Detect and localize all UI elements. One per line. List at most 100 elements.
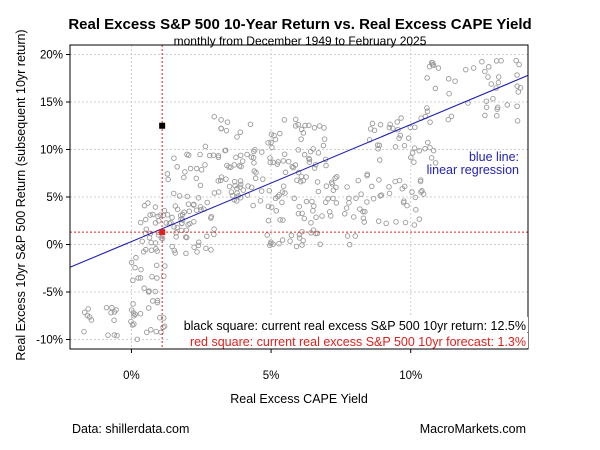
data-point (137, 219, 144, 226)
data-point (298, 136, 304, 142)
data-point (172, 250, 178, 256)
data-point (300, 177, 306, 184)
data-point (279, 189, 286, 195)
data-point (333, 200, 340, 206)
data-point (371, 127, 378, 134)
data-point (268, 240, 274, 247)
data-point (105, 332, 111, 338)
data-point (154, 299, 161, 306)
data-point (134, 336, 141, 343)
data-point (422, 145, 428, 152)
data-point (81, 309, 88, 316)
data-point (148, 247, 155, 254)
data-point (315, 150, 322, 156)
data-point (236, 163, 243, 169)
data-point (164, 171, 171, 177)
data-point (154, 248, 160, 254)
data-point (307, 148, 314, 155)
data-point (479, 58, 485, 65)
data-point (320, 142, 327, 149)
data-point (250, 202, 256, 209)
data-point (226, 164, 232, 170)
data-point (137, 275, 144, 281)
data-point (386, 190, 393, 197)
data-point (173, 234, 179, 240)
data-point (334, 174, 340, 180)
data-point (312, 230, 319, 237)
data-point (498, 57, 504, 64)
data-point (293, 243, 300, 250)
data-point (495, 79, 502, 86)
data-point (161, 315, 167, 321)
data-point (257, 198, 264, 204)
data-point (195, 195, 202, 201)
data-point (141, 285, 147, 291)
data-point (424, 108, 431, 115)
data-point (452, 78, 458, 84)
data-point (240, 187, 247, 193)
data-point (369, 120, 376, 127)
data-point (143, 329, 150, 336)
data-point (131, 312, 137, 319)
data-point (265, 140, 271, 146)
data-point (171, 224, 177, 230)
data-point (174, 164, 180, 170)
data-point (211, 226, 217, 232)
data-point (408, 154, 414, 161)
data-point (182, 234, 189, 240)
data-point (251, 160, 257, 166)
data-point (301, 215, 308, 222)
data-point (187, 165, 194, 172)
data-point (299, 242, 305, 248)
data-point (323, 183, 330, 189)
data-point (237, 184, 243, 190)
data-point (247, 121, 254, 128)
data-point (288, 232, 295, 239)
data-point (149, 274, 155, 280)
data-point (396, 135, 402, 141)
data-point (289, 163, 295, 170)
data-point (268, 139, 274, 146)
data-point (314, 179, 321, 185)
data-point (152, 220, 159, 226)
data-point (153, 328, 159, 335)
data-point (183, 250, 189, 257)
data-point (182, 169, 188, 175)
data-point (164, 212, 171, 218)
data-point (405, 135, 412, 141)
data-point (306, 122, 312, 129)
data-point (266, 187, 273, 194)
data-point (300, 237, 306, 244)
data-point (412, 124, 418, 131)
data-point (233, 154, 239, 161)
data-point (386, 184, 392, 190)
data-point (194, 249, 200, 255)
data-point (198, 167, 205, 173)
data-point (375, 146, 381, 152)
data-point (195, 239, 202, 245)
x-tick-label: 0% (123, 370, 140, 382)
data-point (176, 193, 183, 199)
data-point (346, 241, 353, 248)
data-point (143, 246, 149, 253)
data-point (514, 72, 520, 78)
data-point (285, 158, 292, 165)
x-axis-label: Real Excess CAPE Yield (230, 392, 368, 406)
data-point (193, 207, 200, 213)
data-point (86, 314, 93, 320)
data-point (392, 144, 399, 150)
data-point (417, 178, 424, 185)
data-point (364, 171, 371, 177)
data-point (401, 198, 407, 204)
data-point (513, 57, 519, 64)
data-point (224, 119, 231, 125)
data-point (352, 233, 358, 239)
data-point (470, 65, 477, 71)
data-point (207, 152, 213, 159)
data-point (154, 297, 161, 304)
data-point (488, 81, 494, 87)
data-point (463, 66, 469, 73)
data-point (153, 262, 160, 269)
data-point (130, 277, 136, 284)
data-point (162, 263, 168, 269)
